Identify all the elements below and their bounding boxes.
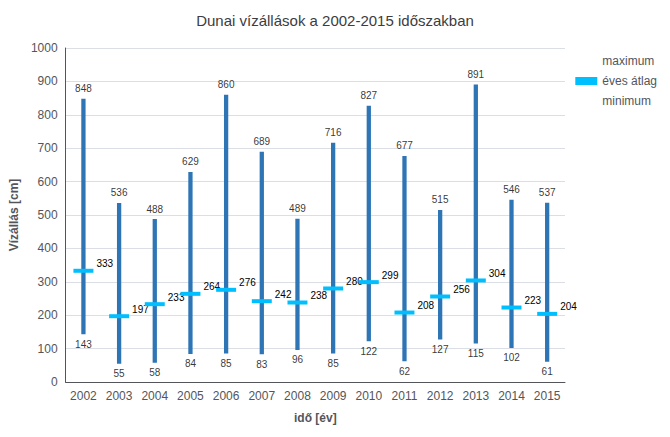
svg-text:55: 55 bbox=[114, 368, 126, 379]
svg-text:2009: 2009 bbox=[320, 389, 347, 403]
svg-text:800: 800 bbox=[38, 108, 58, 122]
svg-text:264: 264 bbox=[203, 281, 221, 293]
svg-text:83: 83 bbox=[256, 359, 268, 370]
svg-text:2005: 2005 bbox=[177, 389, 204, 403]
svg-text:546: 546 bbox=[503, 184, 520, 195]
svg-text:Vízállás [cm]: Vízállás [cm] bbox=[7, 179, 21, 252]
svg-text:900: 900 bbox=[38, 74, 58, 88]
svg-text:600: 600 bbox=[38, 175, 58, 189]
svg-text:100: 100 bbox=[38, 342, 58, 356]
svg-text:300: 300 bbox=[38, 275, 58, 289]
svg-text:2003: 2003 bbox=[106, 389, 133, 403]
svg-text:102: 102 bbox=[503, 352, 520, 363]
svg-text:333: 333 bbox=[96, 258, 113, 269]
svg-text:689: 689 bbox=[253, 136, 270, 147]
svg-text:700: 700 bbox=[38, 141, 58, 155]
svg-text:127: 127 bbox=[432, 344, 449, 355]
svg-text:2002: 2002 bbox=[70, 389, 97, 403]
svg-text:2012: 2012 bbox=[427, 389, 454, 403]
svg-text:96: 96 bbox=[292, 354, 304, 365]
svg-text:848: 848 bbox=[75, 83, 92, 94]
svg-text:204: 204 bbox=[560, 301, 577, 312]
svg-text:61: 61 bbox=[542, 366, 554, 377]
svg-text:2010: 2010 bbox=[355, 389, 382, 403]
svg-text:2004: 2004 bbox=[141, 389, 168, 403]
svg-text:276: 276 bbox=[239, 277, 256, 288]
svg-text:716: 716 bbox=[325, 127, 342, 138]
svg-text:489: 489 bbox=[289, 203, 306, 214]
svg-text:2007: 2007 bbox=[248, 389, 275, 403]
svg-text:197: 197 bbox=[132, 303, 149, 315]
svg-text:143: 143 bbox=[75, 339, 92, 350]
svg-text:536: 536 bbox=[111, 187, 128, 198]
svg-text:éves átlag: éves átlag bbox=[602, 74, 657, 88]
svg-text:62: 62 bbox=[399, 366, 411, 377]
svg-text:256: 256 bbox=[453, 284, 470, 295]
svg-text:208: 208 bbox=[417, 300, 434, 311]
svg-text:0: 0 bbox=[51, 375, 58, 389]
svg-text:223: 223 bbox=[524, 295, 541, 306]
svg-text:minimum: minimum bbox=[602, 94, 651, 108]
svg-text:maximum: maximum bbox=[602, 54, 654, 68]
svg-text:200: 200 bbox=[38, 308, 58, 322]
svg-text:827: 827 bbox=[360, 90, 377, 101]
svg-text:677: 677 bbox=[396, 140, 413, 151]
svg-text:85: 85 bbox=[221, 358, 233, 369]
svg-text:1000: 1000 bbox=[31, 41, 58, 55]
svg-text:242: 242 bbox=[275, 289, 292, 300]
svg-text:84: 84 bbox=[185, 358, 197, 369]
svg-text:299: 299 bbox=[382, 270, 399, 281]
svg-text:233: 233 bbox=[167, 291, 185, 303]
svg-text:280: 280 bbox=[346, 276, 363, 287]
svg-text:85: 85 bbox=[328, 358, 340, 369]
svg-text:2014: 2014 bbox=[498, 389, 525, 403]
svg-text:238: 238 bbox=[310, 290, 327, 301]
svg-text:2006: 2006 bbox=[213, 389, 240, 403]
svg-text:488: 488 bbox=[146, 204, 163, 215]
svg-text:515: 515 bbox=[432, 194, 449, 205]
svg-text:idő [év]: idő [év] bbox=[294, 411, 337, 425]
svg-text:2015: 2015 bbox=[534, 389, 561, 403]
svg-text:Dunai vízállások a 2002-2015 i: Dunai vízállások a 2002-2015 időszakban bbox=[196, 12, 474, 29]
svg-text:537: 537 bbox=[539, 187, 556, 198]
svg-text:400: 400 bbox=[38, 241, 58, 255]
svg-text:500: 500 bbox=[38, 208, 58, 222]
svg-text:58: 58 bbox=[149, 367, 161, 378]
svg-text:115: 115 bbox=[468, 348, 484, 359]
svg-text:2008: 2008 bbox=[284, 389, 311, 403]
svg-text:891: 891 bbox=[467, 69, 484, 80]
svg-text:629: 629 bbox=[182, 156, 199, 167]
svg-text:304: 304 bbox=[489, 268, 506, 279]
svg-text:860: 860 bbox=[218, 79, 235, 90]
svg-text:122: 122 bbox=[360, 346, 377, 357]
svg-text:2013: 2013 bbox=[462, 389, 489, 403]
svg-text:2011: 2011 bbox=[392, 389, 418, 403]
